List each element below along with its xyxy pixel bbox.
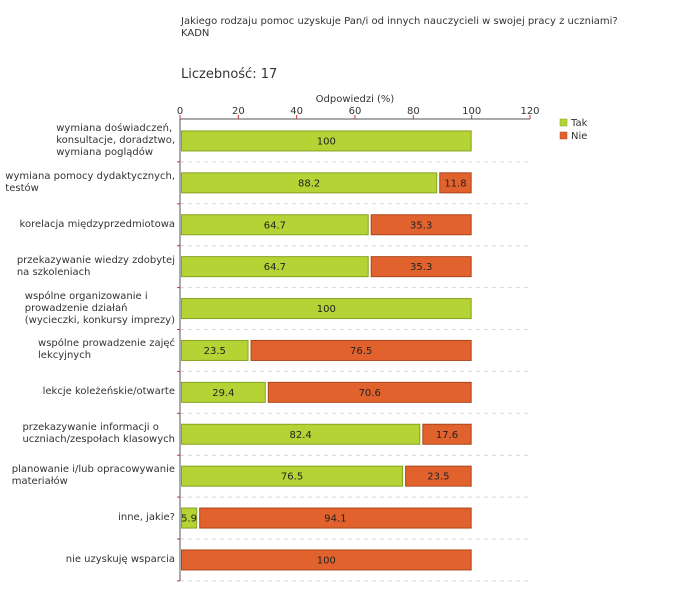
- category-label: wymiana pomocy dydaktycznych, testów: [5, 170, 175, 194]
- category-label: planowanie i/lub opracowywanie materiałó…: [11, 464, 175, 488]
- bar-segment-tak: [181, 507, 198, 529]
- bar-segment-nie: [370, 256, 472, 278]
- category-label: inne, jakie?: [118, 512, 175, 524]
- bar-segment-nie: [370, 214, 472, 236]
- data-label: 82.4: [290, 430, 312, 441]
- bar-segment-nie: [439, 172, 472, 194]
- x-axis-ticks: 0 20 40 60 80 100 120: [177, 106, 540, 119]
- legend-label-tak: Tak: [570, 118, 588, 129]
- data-label: 23.5: [427, 472, 449, 483]
- data-labels: 100 88.2 11.8 64.7 35.3 64.7 35.3 100 23.5 76.5 29…: [181, 136, 466, 566]
- bar-segment-tak: [181, 214, 369, 236]
- category-label: lekcje koleżeńskie/otwarte: [42, 386, 175, 398]
- category-label: wspólne prowadzenie zajęć lekcyjnych: [38, 338, 175, 362]
- bar-segment-tak: [181, 298, 472, 320]
- bar-segment-tak: [181, 423, 421, 445]
- bar-segment-nie: [250, 339, 472, 361]
- x-tick-label: 0: [177, 106, 183, 117]
- category-label: wspólne organizowanie i prowadzenie dzia…: [24, 290, 175, 326]
- data-label: 35.3: [410, 262, 432, 273]
- data-label: 76.5: [281, 472, 303, 483]
- x-tick-label: 100: [462, 106, 481, 117]
- data-label: 64.7: [264, 220, 286, 231]
- bar-segment-nie: [267, 381, 472, 403]
- data-label: 88.2: [298, 178, 320, 189]
- chart-subtitle: KADN: [181, 28, 210, 39]
- data-label: 100: [317, 555, 336, 566]
- gridlines: [180, 161, 530, 582]
- sample-size-note: Liczebność: 17: [181, 67, 278, 82]
- category-label: wymiana doświadczeń, konsultacje, doradz…: [56, 122, 175, 158]
- bar-segment-tak: [181, 256, 369, 278]
- x-axis-title: Odpowiedzi (%): [316, 94, 395, 105]
- bars: [181, 130, 472, 571]
- bar-segment-tak: [181, 130, 472, 152]
- bar-segment-nie: [181, 549, 472, 571]
- data-label: 94.1: [324, 514, 346, 525]
- category-label: korelacja międzyprzedmiotowa: [19, 218, 175, 230]
- bar-segment-tak: [181, 172, 438, 194]
- bar-segment-tak: [181, 381, 266, 403]
- x-tick-label: 120: [520, 106, 539, 117]
- x-tick-label: 20: [232, 106, 245, 117]
- data-label: 64.7: [264, 262, 286, 273]
- data-label: 70.6: [359, 388, 381, 399]
- legend-label-nie: Nie: [571, 131, 587, 142]
- chart-title: Jakiego rodzaju pomoc uzyskuje Pan/i od …: [181, 16, 618, 27]
- bar-segment-tak: [181, 339, 249, 361]
- bar-segment-nie: [422, 423, 472, 445]
- x-tick-label: 60: [349, 106, 362, 117]
- bar-segment-nie: [405, 465, 472, 487]
- bar-segment-nie: [199, 507, 472, 529]
- bar-segment-tak: [181, 465, 404, 487]
- data-label: 23.5: [204, 346, 226, 357]
- data-label: 100: [317, 136, 336, 147]
- category-label: przekazywanie wiedzy zdobytej na szkolen…: [16, 254, 175, 278]
- category-label: nie uzyskuję wsparcia: [65, 553, 175, 565]
- data-label: 29.4: [212, 388, 234, 399]
- data-label: 17.6: [436, 430, 458, 441]
- legend: Tak Nie: [559, 118, 588, 142]
- data-label: 76.5: [350, 346, 372, 357]
- legend-swatch-nie: [559, 131, 568, 140]
- data-label: 100: [317, 304, 336, 315]
- data-label: 35.3: [410, 220, 432, 231]
- data-label: 5.9: [181, 514, 197, 525]
- x-tick-label: 40: [290, 106, 303, 117]
- legend-swatch-tak: [559, 118, 568, 127]
- data-label: 11.8: [444, 178, 466, 189]
- x-tick-label: 80: [407, 106, 420, 117]
- category-label: przekazywanie informacji o uczniach/zesp…: [22, 422, 175, 446]
